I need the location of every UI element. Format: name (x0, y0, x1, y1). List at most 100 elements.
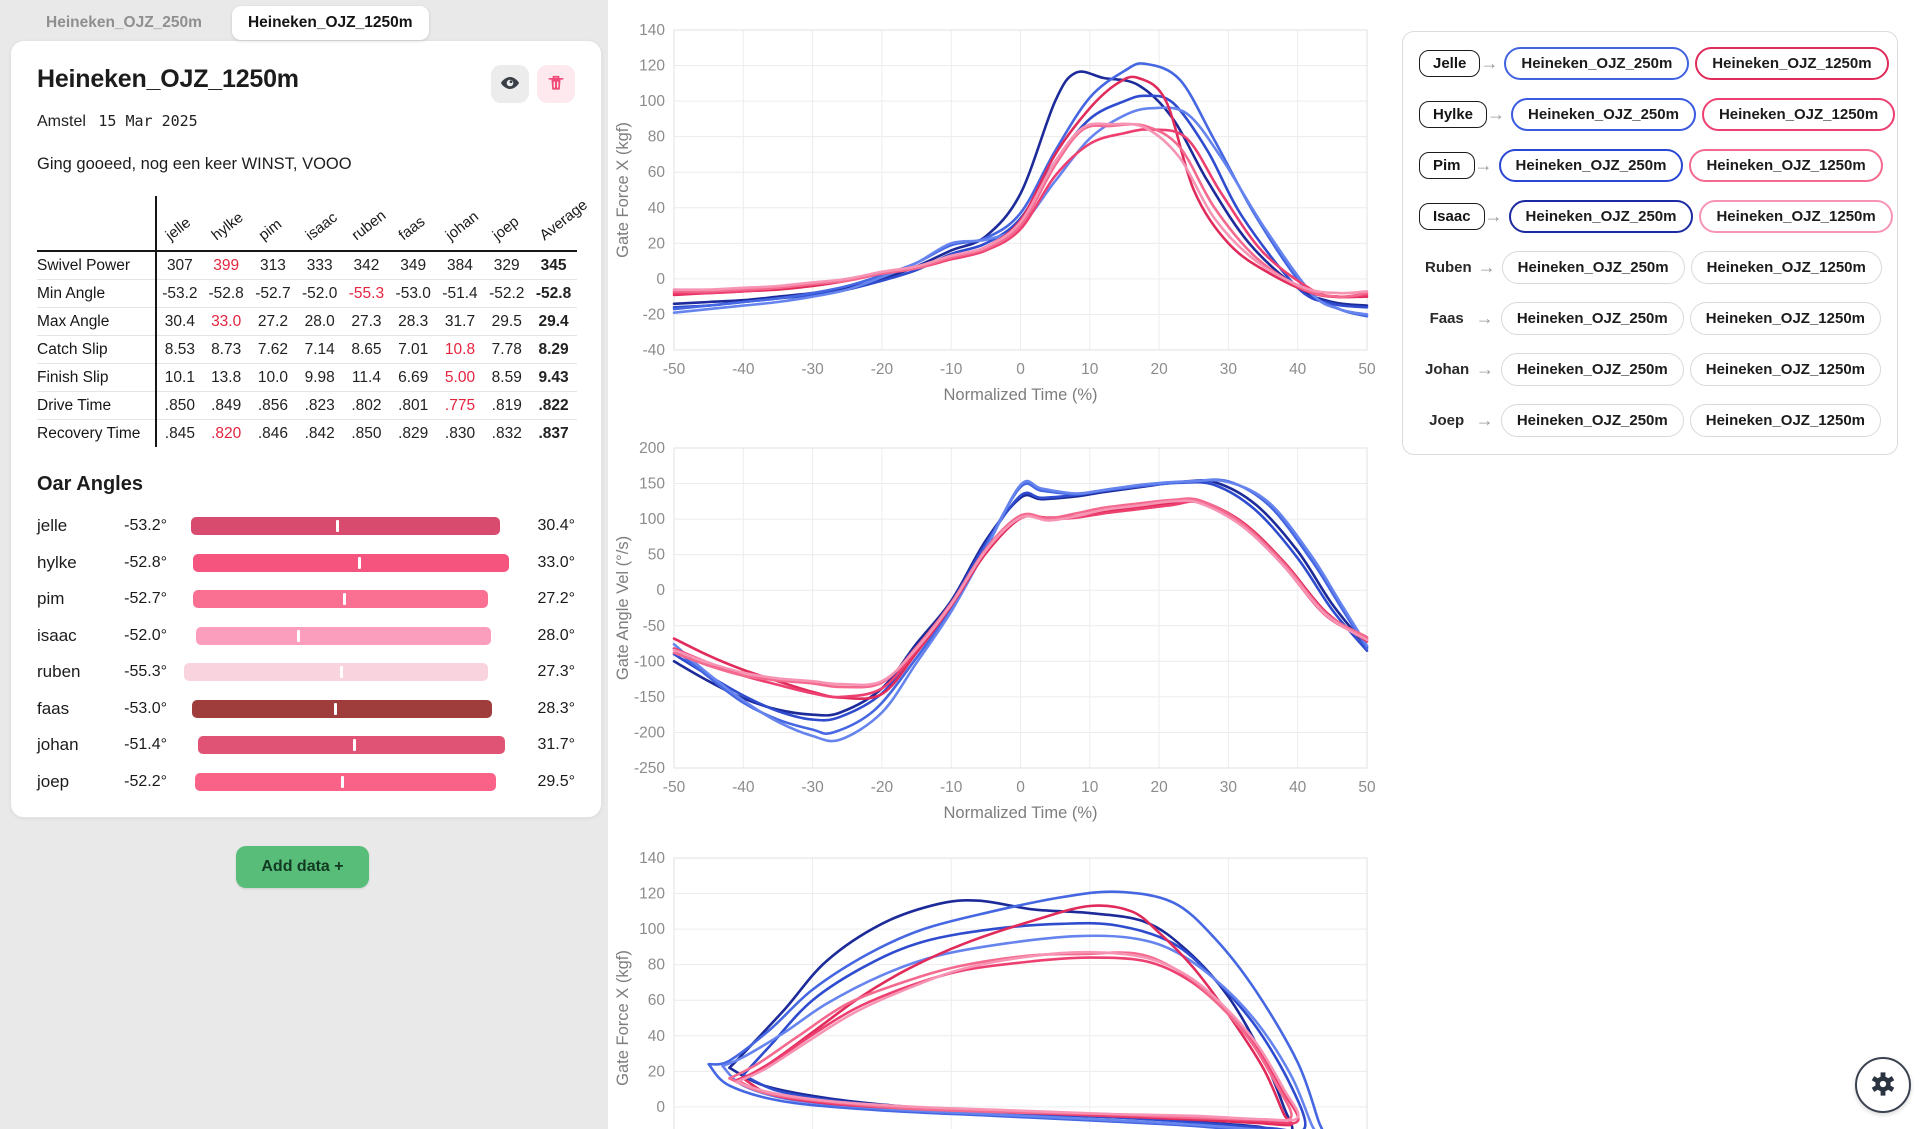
svg-text:40: 40 (1289, 779, 1307, 796)
metric-value: 28.0 (296, 307, 344, 336)
metric-value: .850 (343, 419, 390, 447)
rower-name-pill[interactable]: Isaac (1419, 203, 1485, 230)
chart-series-pim_1250m (672, 497, 1369, 689)
svg-text:50: 50 (1358, 361, 1376, 378)
rower-name-pill[interactable]: Pim (1419, 152, 1475, 179)
event-button-250m[interactable]: Heineken_OJZ_250m (1511, 98, 1696, 131)
metric-value: 7.01 (389, 335, 437, 364)
metric-value: .802 (343, 391, 390, 420)
event-button-250m[interactable]: Heineken_OJZ_250m (1498, 149, 1684, 182)
rower-name-pill[interactable]: Jelle (1419, 50, 1481, 77)
tab-heineken-ojz-250m[interactable]: Heineken_OJZ_250m (46, 14, 202, 31)
metric-value: 384 (447, 256, 473, 274)
chart-series-pim_1250m (672, 122, 1369, 299)
settings-button[interactable] (1855, 1057, 1911, 1113)
svg-text:140: 140 (639, 850, 665, 867)
metric-value: -52.7 (249, 279, 297, 308)
arrow-icon: → (1475, 410, 1494, 430)
oar-angle-marker (339, 666, 343, 679)
trash-icon (546, 73, 566, 96)
event-button-250m[interactable]: Heineken_OJZ_250m (1500, 353, 1684, 386)
svg-text:120: 120 (639, 886, 665, 903)
delete-session-button[interactable] (537, 65, 575, 103)
rower-name-pill[interactable]: Joep (1423, 411, 1470, 430)
metric-value: -52.0 (296, 279, 344, 308)
metrics-row: Catch Slip 8.53 8.73 7.62 7.14 8.65 7.01 10.8 7.… (37, 335, 577, 364)
oar-angle-bar (193, 590, 488, 609)
oar-angle-row: isaac -52.0° 28.0° (37, 618, 575, 655)
metric-value: -52.8 (202, 279, 250, 308)
rower-name-pill[interactable]: Johan (1419, 360, 1475, 379)
svg-text:-250: -250 (634, 760, 665, 777)
oar-angle-bar (183, 663, 489, 682)
svg-text:Gate Force X (kgf): Gate Force X (kgf) (614, 950, 632, 1086)
oar-angle-track (181, 590, 513, 609)
metrics-column-header: joep (483, 196, 531, 252)
assignment-row: Pim → Heineken_OJZ_250m Heineken_OJZ_1250m (1419, 147, 1883, 184)
event-button-1250m[interactable]: Heineken_OJZ_1250m (1689, 149, 1883, 182)
oar-angle-track (181, 626, 513, 645)
rower-name-pill[interactable]: Faas (1424, 309, 1470, 328)
oar-angle-row: ruben -55.3° 27.3° (37, 654, 575, 691)
event-button-250m[interactable]: Heineken_OJZ_250m (1508, 200, 1694, 233)
arrow-icon: → (1474, 155, 1493, 175)
chart-series-hylke_250m (672, 478, 1369, 743)
eye-icon (499, 72, 521, 97)
force-angle-loop-chart: -40-20020406080100120140Gate Force X (kg… (614, 850, 1368, 1129)
oar-max-angle: 28.0° (537, 626, 575, 644)
event-button-1250m[interactable]: Heineken_OJZ_1250m (1701, 98, 1896, 131)
visibility-button[interactable] (491, 65, 529, 103)
metrics-column-header: isaac (296, 196, 344, 252)
event-button-250m[interactable]: Heineken_OJZ_250m (1501, 251, 1685, 284)
oar-rower-name: ruben (37, 662, 81, 682)
assignment-panel: Jelle → Heineken_OJZ_250m Heineken_OJZ_1250… (1402, 31, 1898, 455)
oar-angle-marker (334, 702, 338, 715)
svg-text:60: 60 (648, 164, 666, 181)
assignment-row: Ruben → Heineken_OJZ_250m Heineken_OJZ_1250… (1419, 249, 1882, 286)
metric-value: .801 (389, 391, 437, 420)
add-data-button[interactable]: Add data + (236, 846, 369, 888)
oar-angle-bar (191, 517, 500, 536)
session-subtitle: Amstel 15 Mar 2025 (37, 112, 575, 131)
oar-max-angle: 27.2° (537, 590, 575, 608)
gate-angle-vel-chart: -50 -40 -30 -20 -10 0 10 20 30 40 50-250-200-150-1… (614, 440, 1376, 822)
metric-value: 313 (259, 256, 286, 274)
chart-series-hylke_250m (721, 934, 1316, 1129)
oar-angle-bar (195, 772, 497, 791)
svg-text:0: 0 (1016, 361, 1025, 378)
event-button-250m[interactable]: Heineken_OJZ_250m (1500, 302, 1684, 335)
svg-text:100: 100 (639, 93, 665, 110)
event-button-1250m[interactable]: Heineken_OJZ_1250m (1689, 302, 1881, 335)
event-button-250m[interactable]: Heineken_OJZ_250m (1504, 47, 1690, 80)
metric-label: Min Angle (37, 279, 157, 308)
oar-min-angle: -55.3° (124, 663, 167, 681)
metric-value: .819 (483, 391, 531, 420)
event-button-1250m[interactable]: Heineken_OJZ_1250m (1699, 200, 1893, 233)
metric-value: 329 (493, 256, 520, 274)
oar-min-angle: -51.4° (124, 736, 167, 754)
oar-angle-bar (192, 699, 492, 718)
svg-text:-50: -50 (643, 618, 666, 635)
event-button-250m[interactable]: Heineken_OJZ_250m (1500, 404, 1684, 437)
tab-heineken-ojz-1250m[interactable]: Heineken_OJZ_1250m (231, 6, 429, 40)
rower-name-pill[interactable]: Ruben (1419, 258, 1478, 277)
event-button-1250m[interactable]: Heineken_OJZ_1250m (1695, 47, 1889, 80)
event-button-1250m[interactable]: Heineken_OJZ_1250m (1689, 353, 1881, 386)
svg-text:20: 20 (648, 235, 666, 252)
svg-text:10: 10 (1081, 779, 1099, 796)
event-button-1250m[interactable]: Heineken_OJZ_1250m (1689, 404, 1881, 437)
assignment-row: Faas → Heineken_OJZ_250m Heineken_OJZ_1250m (1419, 300, 1881, 337)
svg-text:50: 50 (1358, 779, 1376, 796)
metric-value: 27.3 (343, 307, 390, 336)
assignment-row: Jelle → Heineken_OJZ_250m Heineken_OJZ_1250… (1419, 45, 1889, 82)
svg-text:Normalized Time (%): Normalized Time (%) (943, 386, 1097, 404)
rower-name-pill[interactable]: Hylke (1419, 101, 1488, 128)
svg-text:Normalized Time (%): Normalized Time (%) (943, 804, 1097, 822)
metrics-row: Finish Slip 10.1 13.8 10.0 9.98 11.4 6.69 5.00 8… (37, 363, 577, 392)
metric-label: Max Angle (37, 307, 157, 336)
chart-series-isaac_1250m (672, 122, 1369, 295)
rower-name-cell: Faas (1419, 309, 1474, 328)
rower-name-cell: Ruben (1419, 258, 1478, 277)
event-button-1250m[interactable]: Heineken_OJZ_1250m (1690, 251, 1882, 284)
